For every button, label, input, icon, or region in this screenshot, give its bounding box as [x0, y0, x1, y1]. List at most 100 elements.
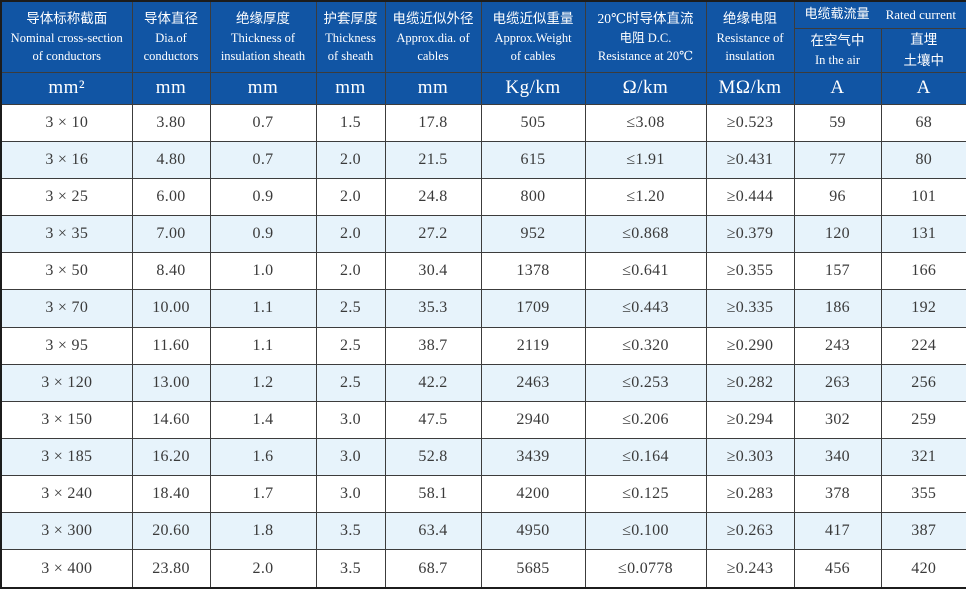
- table-cell: 35.3: [384, 289, 482, 328]
- col-header-insulation-resistance: 绝缘电阻 Resistance of insulation: [705, 0, 795, 73]
- header-label-en: Thickness: [325, 30, 376, 45]
- table-row: 3 × 25 6.00 0.9 2.0 24.8 800 ≤1.20 ≥0.444 96 101: [0, 177, 966, 217]
- header-label-en: conductors: [143, 48, 199, 63]
- unit-cell: A: [880, 71, 966, 105]
- table-row: 3 × 10 3.80 0.7 1.5 17.8 505 ≤3.08 ≥0.523 59 68: [0, 103, 966, 142]
- table-cell: 340: [793, 437, 882, 477]
- table-cell: 2.5: [315, 289, 386, 328]
- header-label-en: of sheath: [327, 48, 374, 63]
- table-cell: 4950: [480, 512, 586, 551]
- header-label-en: Resistance at 20℃: [597, 48, 694, 63]
- table-cell: ≥0.431: [705, 140, 795, 179]
- table-cell: 2.0: [315, 177, 386, 217]
- cell-cross-section: 3 × 50: [0, 252, 133, 291]
- table-cell: 259: [880, 400, 966, 439]
- table-cell: 11.60: [131, 326, 211, 365]
- header-label-en: cables: [417, 48, 449, 63]
- table-cell: 0.7: [209, 140, 317, 179]
- header-label-zh: 直埋: [910, 31, 938, 47]
- unit-cell: mm: [131, 71, 211, 105]
- header-label-en: In the air: [814, 53, 861, 68]
- table-cell: ≥0.303: [705, 437, 795, 477]
- table-cell: 1.2: [209, 363, 317, 402]
- header-label-en: Thickness of: [230, 30, 296, 45]
- unit-cell: mm: [315, 71, 386, 105]
- table-cell: ≥0.283: [705, 475, 795, 514]
- header-label-en: insulation sheath: [220, 48, 306, 63]
- table-cell: ≥0.444: [705, 177, 795, 217]
- cell-cross-section: 3 × 400: [0, 549, 133, 589]
- table-cell: ≤0.320: [584, 326, 707, 365]
- table-cell: ≤0.868: [584, 215, 707, 254]
- header-row-sub: 在空气中 In the air 直埋 土壤中: [1, 27, 966, 73]
- table-cell: 2119: [480, 326, 586, 365]
- header-label-zh: 电缆近似重量: [492, 11, 574, 27]
- table-cell: 456: [793, 549, 882, 589]
- header-label-en: Nominal cross-section: [10, 30, 123, 45]
- table-cell: 1.6: [209, 437, 317, 477]
- table-cell: 18.40: [131, 475, 211, 514]
- unit-cell: Kg/km: [480, 71, 586, 105]
- table-cell: 2.0: [315, 215, 386, 254]
- table-cell: 1.8: [209, 512, 317, 551]
- table-row: 3 × 16 4.80 0.7 2.0 21.5 615 ≤1.91 ≥0.431 77 80: [0, 140, 966, 179]
- table-cell: 615: [480, 140, 586, 179]
- col-header-rated-current-group: 电缆载流量 Rated current: [793, 0, 966, 29]
- table-cell: 1.1: [209, 289, 317, 328]
- table-cell: 27.2: [384, 215, 482, 254]
- table-cell: 5685: [480, 549, 586, 589]
- table-cell: 13.00: [131, 363, 211, 402]
- table-cell: 52.8: [384, 437, 482, 477]
- table-row: 3 × 70 10.00 1.1 2.5 35.3 1709 ≤0.443 ≥0.335 186…: [0, 289, 966, 328]
- header-label-en: Rated current: [885, 6, 956, 22]
- col-header-sheath-thickness: 护套厚度 Thickness of sheath: [315, 0, 386, 73]
- table-cell: 387: [880, 512, 966, 551]
- table-cell: 3.5: [315, 549, 386, 589]
- header-label-en: 电阻 D.C.: [619, 30, 672, 45]
- table-cell: 166: [880, 252, 966, 291]
- table-cell: 1.0: [209, 252, 317, 291]
- table-header: 导体标称截面 Nominal cross-section of conducto…: [0, 0, 966, 105]
- table-cell: ≤0.443: [584, 289, 707, 328]
- header-label-en: of conductors: [32, 48, 101, 63]
- header-label-zh: 导体标称截面: [26, 11, 108, 27]
- table-cell: 2463: [480, 363, 586, 402]
- table-cell: 96: [793, 177, 882, 217]
- table-cell: 263: [793, 363, 882, 402]
- table-cell: 1.1: [209, 326, 317, 365]
- table-cell: 2.0: [315, 252, 386, 291]
- table-cell: 256: [880, 363, 966, 402]
- header-label-zh: 导体直径: [144, 11, 198, 27]
- table-cell: ≥0.294: [705, 400, 795, 439]
- table-cell: ≤1.20: [584, 177, 707, 217]
- table-cell: 63.4: [384, 512, 482, 551]
- table-cell: 47.5: [384, 400, 482, 439]
- table-cell: 1.4: [209, 400, 317, 439]
- cell-cross-section: 3 × 300: [0, 512, 133, 551]
- table-cell: 10.00: [131, 289, 211, 328]
- table-cell: 17.8: [384, 103, 482, 142]
- table-cell: ≥0.243: [705, 549, 795, 589]
- header-label-zh: 电缆近似外径: [392, 11, 474, 27]
- table-cell: 1.7: [209, 475, 317, 514]
- table-cell: 80: [880, 140, 966, 179]
- table-cell: 38.7: [384, 326, 482, 365]
- table-cell: 4200: [480, 475, 586, 514]
- table-cell: 157: [793, 252, 882, 291]
- cell-cross-section: 3 × 120: [0, 363, 133, 402]
- unit-cell: MΩ/km: [705, 71, 795, 105]
- table-cell: 8.40: [131, 252, 211, 291]
- cell-cross-section: 3 × 185: [0, 437, 133, 477]
- header-label-zh: 护套厚度: [323, 11, 378, 27]
- cell-cross-section: 3 × 16: [0, 140, 133, 179]
- col-header-approx-weight: 电缆近似重量 Approx.Weight of cables: [480, 0, 586, 73]
- header-label-en: Approx.dia. of: [396, 30, 470, 45]
- table-cell: ≥0.379: [705, 215, 795, 254]
- table-cell: 321: [880, 437, 966, 477]
- table-cell: 16.20: [131, 437, 211, 477]
- cell-cross-section: 3 × 70: [0, 289, 133, 328]
- header-row-units: mm² mm mm mm mm Kg/km Ω/km MΩ/km A A: [0, 71, 966, 105]
- header-row-main: 导体标称截面 Nominal cross-section of conducto…: [0, 0, 966, 73]
- col-header-current-in-air: 在空气中 In the air: [793, 27, 882, 73]
